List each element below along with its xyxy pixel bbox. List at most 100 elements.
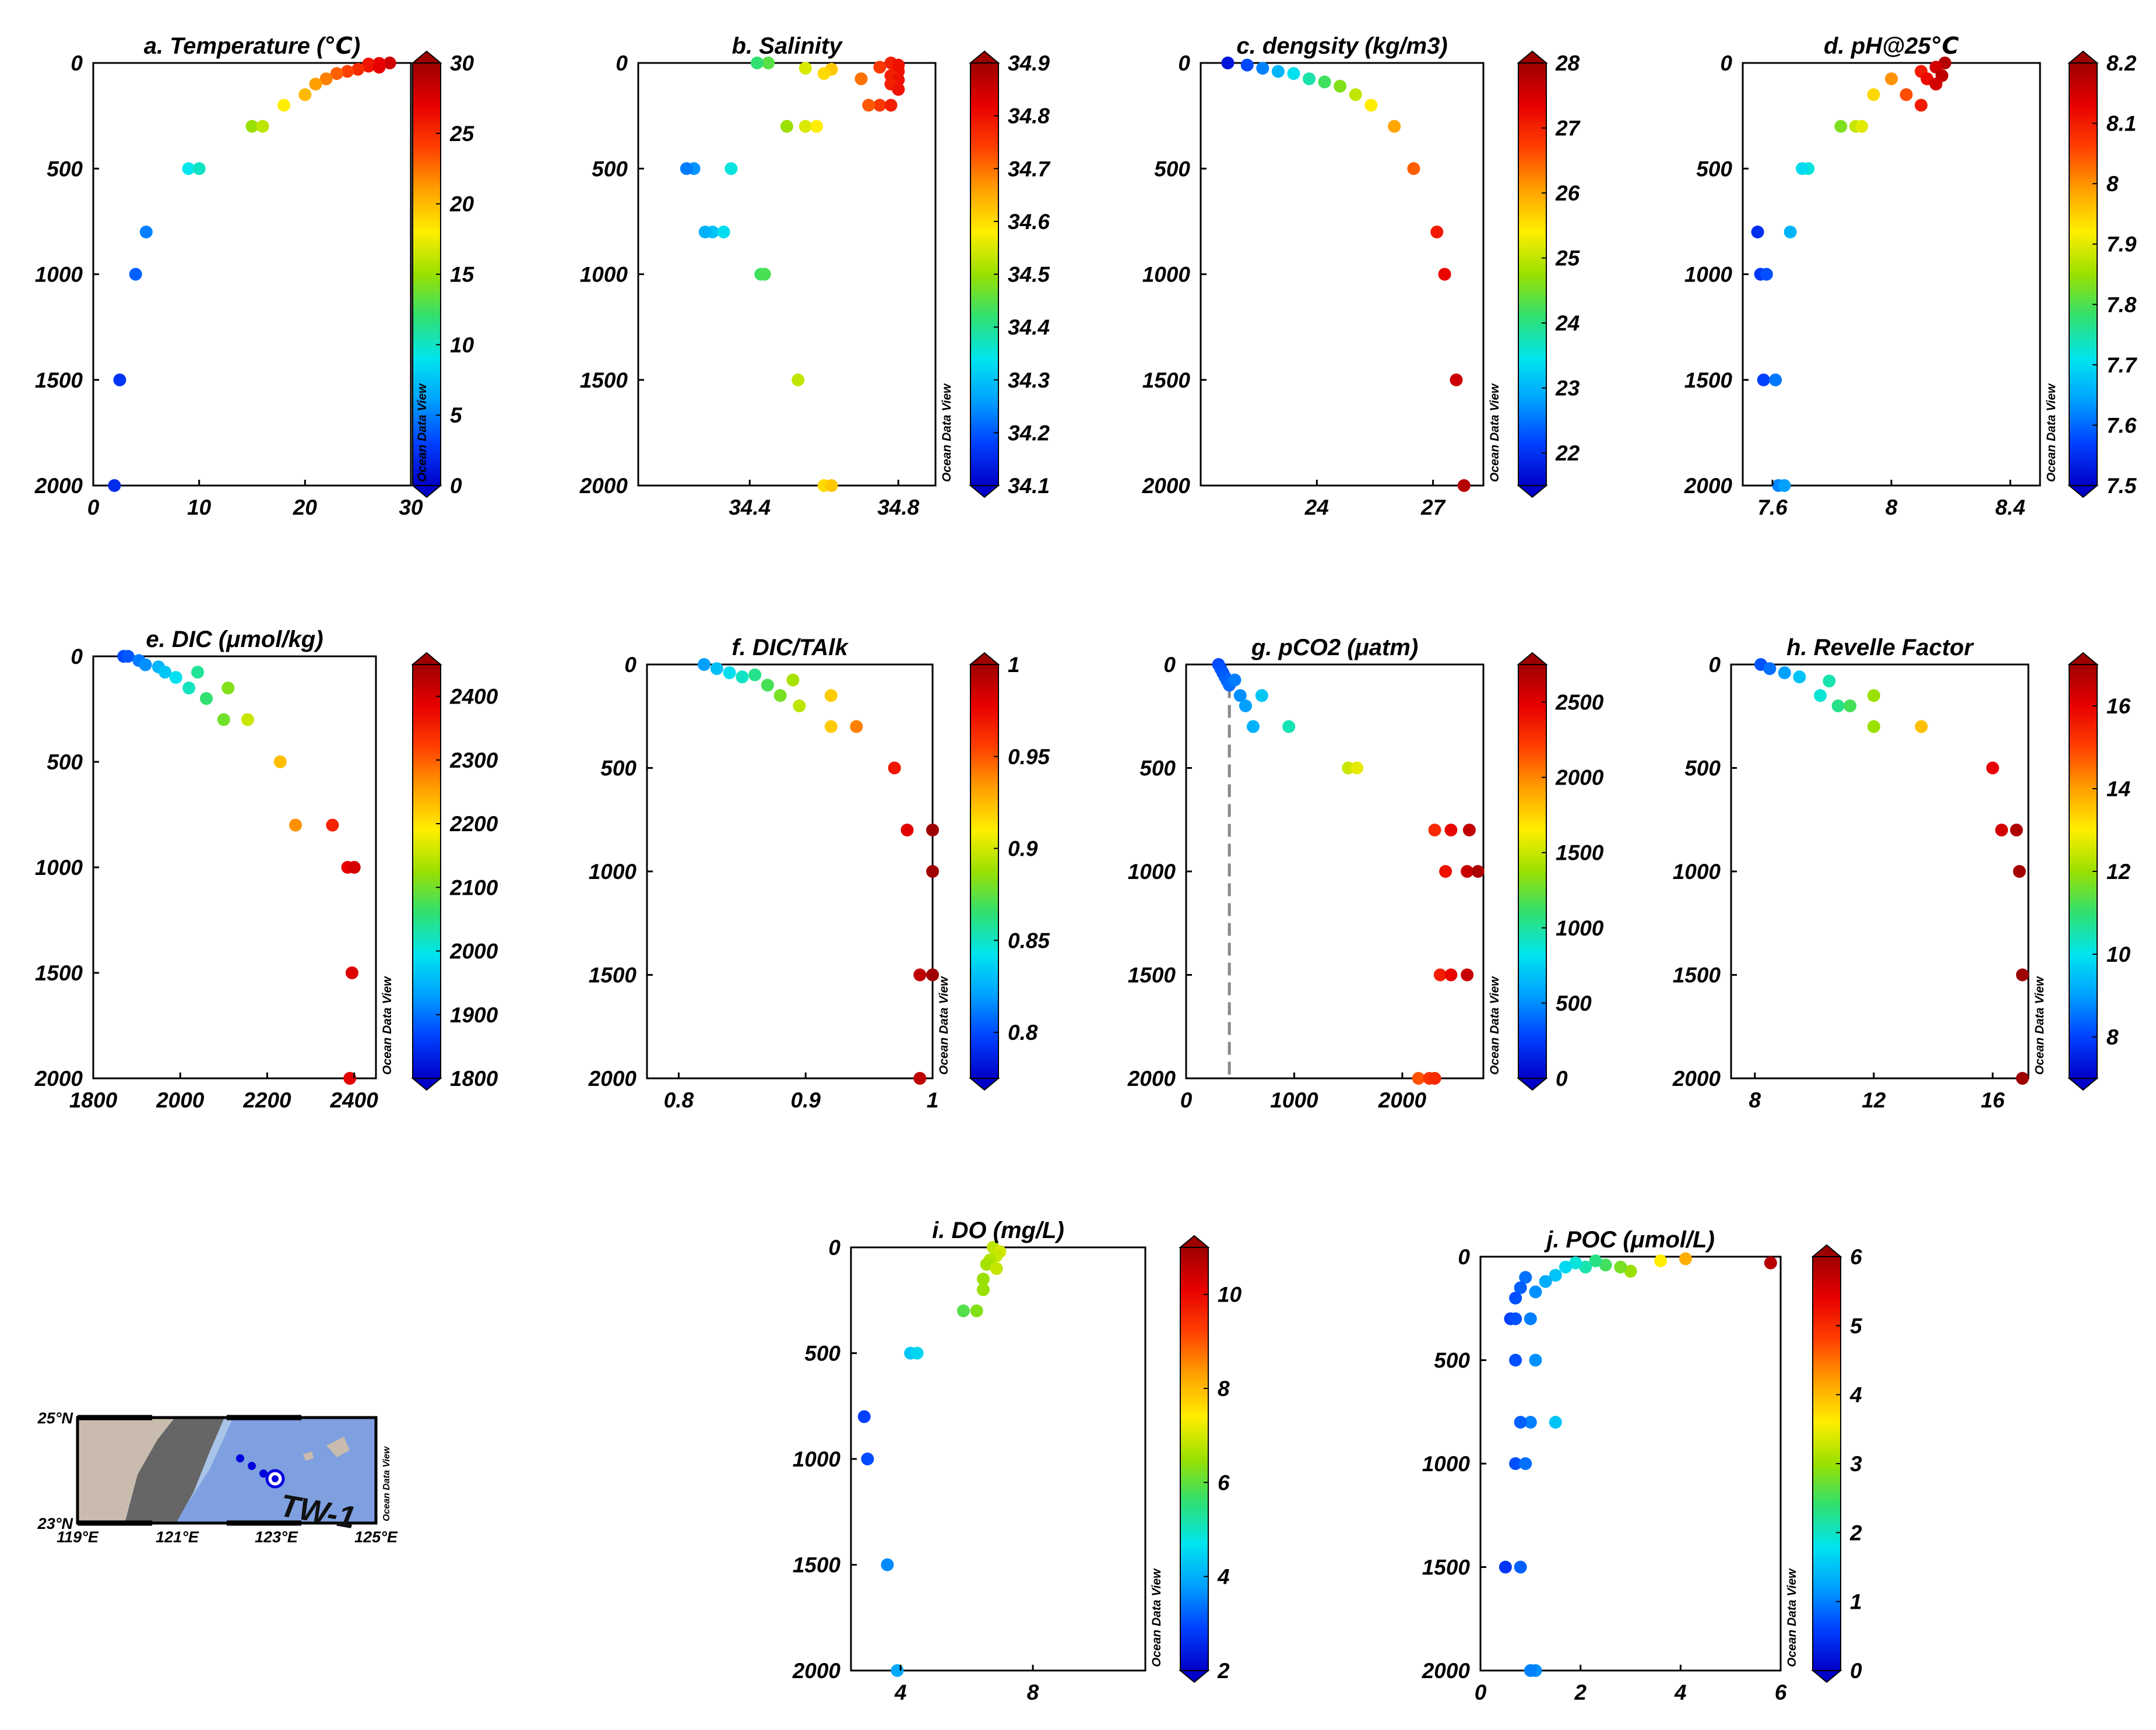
data-point — [1499, 1560, 1512, 1574]
data-point — [926, 865, 939, 878]
data-point — [857, 1410, 871, 1423]
data-point — [1529, 1353, 1542, 1367]
y-tick-label: 0 — [828, 1236, 840, 1260]
data-point — [245, 119, 259, 133]
y-tick-label: 0 — [1458, 1245, 1470, 1269]
data-point — [1579, 1260, 1592, 1274]
colorbar-tick-label: 5 — [1850, 1314, 1863, 1338]
data-point — [1256, 62, 1269, 75]
data-point — [372, 61, 386, 74]
y-tick-label: 0 — [1720, 51, 1732, 75]
data-point — [1844, 699, 1856, 712]
data-point — [1228, 673, 1241, 687]
data-point — [1433, 968, 1447, 982]
data-point — [1461, 865, 1474, 878]
data-point — [1915, 720, 1928, 733]
data-point — [1388, 119, 1401, 133]
data-point — [1428, 1072, 1441, 1085]
data-point — [1559, 1260, 1572, 1274]
y-tick-label: 2000 — [1684, 474, 1733, 498]
colorbar-tick-label: 26 — [1555, 181, 1580, 205]
data-point — [825, 479, 838, 492]
x-tick-label: 8 — [1749, 1088, 1761, 1112]
data-point — [1834, 119, 1848, 133]
x-tick-label: 4 — [1674, 1680, 1687, 1704]
station-map: TW-1 25°N 23°N 119°E 121°E 123°E 125°E O… — [37, 1409, 398, 1546]
data-point — [799, 119, 812, 133]
map-station-point — [272, 1475, 279, 1482]
data-point — [362, 59, 375, 73]
data-point — [736, 670, 749, 684]
y-tick-label: 1000 — [1422, 1452, 1471, 1476]
data-point — [810, 119, 823, 133]
data-point — [192, 162, 206, 175]
colorbar-tick-label: 2 — [1849, 1521, 1862, 1545]
colorbar-tick-label: 34.3 — [1008, 368, 1050, 392]
panel-d: 0 500 1000 1500 2000 7.6 8 8.4 d. pH@25℃ 7.5 7.6 7.… — [1684, 33, 2138, 519]
data-point — [113, 373, 126, 386]
data-point — [1867, 689, 1880, 702]
data-point — [1624, 1264, 1637, 1278]
watermark: Ocean Data View — [2033, 976, 2046, 1075]
data-point — [854, 72, 868, 86]
colorbar-tick-label: 8.1 — [2106, 112, 2136, 136]
x-tick-label: 4 — [894, 1680, 907, 1704]
colorbar-tick-label: 20 — [449, 192, 474, 216]
x-tick-label: 1000 — [1270, 1088, 1318, 1112]
colorbar-tick-label: 22 — [1555, 441, 1580, 465]
map-taiwan — [125, 1418, 224, 1523]
data-point — [1855, 119, 1868, 133]
colorbar-tick-label: 1800 — [450, 1067, 498, 1091]
data-point — [1763, 662, 1777, 676]
data-point — [121, 650, 135, 663]
data-point — [1529, 1285, 1542, 1299]
data-point — [1823, 674, 1836, 688]
y-tick-label: 2000 — [792, 1659, 841, 1683]
colorbar-tick-label: 0 — [1556, 1067, 1568, 1091]
colorbar-tick-label: 8 — [2106, 1025, 2119, 1049]
data-point — [1457, 479, 1471, 492]
colorbar-min-cap — [2067, 1078, 2099, 1091]
data-point — [1428, 824, 1441, 836]
map-lat-label: 23°N — [37, 1515, 73, 1532]
y-tick-label: 1000 — [1684, 263, 1733, 287]
colorbar-tick-label: 10 — [1218, 1283, 1242, 1307]
colorbar-tick-label: 0 — [450, 474, 462, 498]
data-point — [2016, 968, 2029, 982]
colorbar-max-cap — [1517, 50, 1548, 64]
colorbar-tick-label: 23 — [1555, 377, 1580, 400]
map-lon-label: 119°E — [57, 1528, 99, 1546]
data-point — [881, 1558, 894, 1571]
data-point — [139, 658, 152, 671]
watermark: Ocean Data View — [1785, 1568, 1799, 1667]
data-point — [1778, 479, 1791, 492]
colorbar — [1518, 62, 1547, 486]
colorbar — [412, 664, 441, 1079]
data-point — [873, 61, 887, 74]
colorbar-max-cap — [411, 50, 442, 64]
colorbar-tick-label: 1000 — [1556, 916, 1604, 940]
x-tick-label: 1800 — [69, 1088, 118, 1112]
data-point — [1239, 699, 1252, 712]
x-tick-label: 2000 — [156, 1088, 205, 1112]
data-point — [1867, 88, 1880, 101]
data-point — [1255, 689, 1268, 702]
colorbar-tick-label: 3 — [1850, 1452, 1862, 1476]
colorbar-tick-label: 27 — [1555, 117, 1581, 140]
data-point — [383, 57, 396, 69]
data-point — [1334, 79, 1347, 93]
data-point — [2010, 824, 2023, 836]
plot-frame — [646, 663, 934, 1080]
x-tick-label: 34.4 — [729, 495, 771, 519]
data-point — [1240, 58, 1254, 72]
y-tick-label: 500 — [1434, 1349, 1470, 1373]
plot-frame — [1730, 663, 2030, 1080]
data-point — [1796, 162, 1809, 175]
watermark: Ocean Data View — [937, 976, 951, 1075]
data-point — [1524, 1416, 1537, 1429]
data-point — [723, 666, 736, 680]
data-point — [910, 1346, 924, 1360]
data-point — [976, 1272, 990, 1286]
